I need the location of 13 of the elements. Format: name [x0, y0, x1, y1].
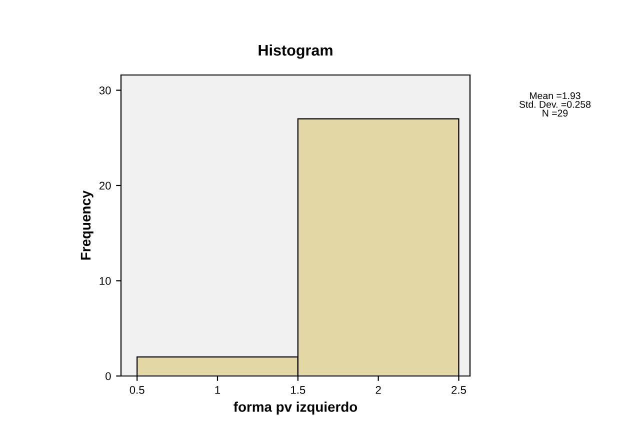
x-tick-label: 0.5: [130, 386, 144, 394]
x-tick-label: 1: [215, 386, 220, 394]
text: Mean =1.93 Std. Dev. =0.258 N =29: [519, 92, 591, 117]
y-tick-label: 0: [106, 372, 111, 380]
chart-title: Histogram: [258, 44, 332, 59]
x-axis-title: forma pv izquierdo: [234, 402, 358, 415]
x-tick-label: 2: [376, 386, 381, 394]
y-axis-title: Frequency: [80, 190, 94, 260]
y-tick-label: 20: [99, 182, 111, 190]
y-tick-label: 10: [100, 277, 111, 285]
y-tick-label: 30: [99, 86, 111, 94]
x-tick-label: 2.5: [452, 386, 466, 394]
x-tick-label: 1.5: [291, 386, 306, 394]
